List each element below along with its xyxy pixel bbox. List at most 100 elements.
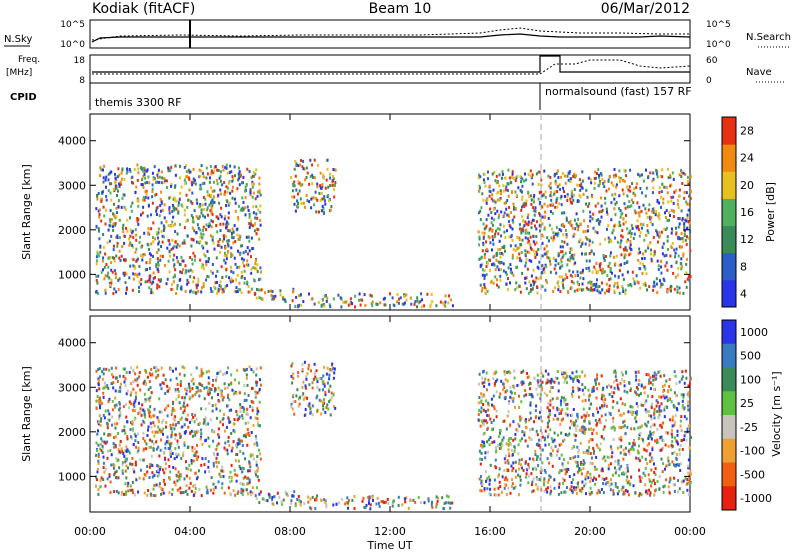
scatter-cell bbox=[196, 283, 199, 287]
scatter-cell bbox=[609, 238, 612, 242]
scatter-cell bbox=[174, 207, 177, 211]
scatter-cell bbox=[633, 187, 636, 191]
scatter-cell bbox=[180, 285, 183, 289]
scatter-cell bbox=[687, 220, 690, 223]
scatter-cell bbox=[566, 193, 569, 197]
scatter-cell bbox=[196, 223, 199, 227]
scatter-cell bbox=[204, 254, 207, 258]
scatter-cell bbox=[174, 467, 177, 471]
scatter-cell bbox=[480, 481, 483, 485]
scatter-cell bbox=[172, 203, 174, 207]
scatter-cell bbox=[199, 235, 202, 239]
scatter-cell bbox=[572, 377, 574, 381]
scatter-cell bbox=[514, 249, 517, 253]
scatter-cell bbox=[112, 386, 115, 390]
scatter-cell bbox=[128, 168, 131, 171]
scatter-cell bbox=[112, 187, 115, 191]
scatter-cell bbox=[639, 492, 641, 496]
scatter-cell bbox=[647, 381, 650, 385]
scatter-cell bbox=[227, 239, 230, 243]
scatter-cell bbox=[142, 431, 145, 435]
scatter-cell bbox=[678, 222, 681, 226]
scatter-cell bbox=[328, 373, 331, 377]
scatter-cell bbox=[486, 198, 489, 202]
scatter-cell bbox=[603, 180, 606, 184]
scatter-cell bbox=[557, 492, 560, 496]
scatter-cell bbox=[150, 291, 153, 295]
scatter-cell bbox=[601, 404, 603, 408]
scatter-cell bbox=[110, 198, 113, 202]
scatter-cell bbox=[105, 208, 108, 212]
scatter-cell bbox=[582, 407, 585, 411]
scatter-cell bbox=[131, 427, 134, 431]
scatter-cell bbox=[317, 301, 320, 304]
noise-panel-frame bbox=[89, 19, 691, 49]
scatter-cell bbox=[162, 235, 165, 239]
scatter-cell bbox=[601, 395, 604, 399]
scatter-cell bbox=[148, 398, 151, 402]
scatter-cell bbox=[183, 366, 186, 370]
scatter-cell bbox=[133, 266, 136, 270]
scatter-cell bbox=[570, 223, 573, 227]
scatter-cell bbox=[305, 375, 308, 379]
scatter-cell bbox=[509, 371, 512, 375]
scatter-cell bbox=[363, 293, 366, 297]
scatter-cell bbox=[540, 190, 543, 194]
scatter-cell bbox=[484, 456, 487, 460]
scatter-cell bbox=[571, 386, 574, 390]
scatter-cell bbox=[109, 449, 112, 453]
scatter-cell bbox=[102, 478, 105, 482]
scatter-cell bbox=[175, 207, 178, 211]
scatter-cell bbox=[202, 285, 205, 288]
scatter-cell bbox=[571, 447, 574, 450]
scatter-cell bbox=[358, 298, 360, 302]
scatter-cell bbox=[595, 407, 598, 411]
scatter-cell bbox=[297, 192, 299, 196]
scatter-cell bbox=[658, 231, 661, 235]
scatter-cell bbox=[495, 258, 498, 262]
scatter-cell bbox=[110, 170, 113, 174]
scatter-cell bbox=[179, 384, 182, 387]
scatter-cell bbox=[132, 491, 134, 495]
scatter-cell bbox=[122, 193, 125, 197]
scatter-cell bbox=[207, 436, 210, 440]
scatter-cell bbox=[179, 474, 182, 478]
scatter-cell bbox=[136, 377, 139, 381]
scatter-cell bbox=[535, 241, 538, 245]
scatter-cell bbox=[644, 457, 647, 461]
scatter-cell bbox=[157, 420, 160, 424]
scatter-cell bbox=[622, 290, 625, 293]
scatter-cell bbox=[503, 386, 506, 389]
scatter-cell bbox=[207, 213, 209, 217]
scatter-cell bbox=[431, 300, 434, 304]
scatter-cell bbox=[250, 368, 253, 372]
scatter-cell bbox=[497, 493, 500, 497]
scatter-cell bbox=[293, 195, 296, 199]
scatter-cell bbox=[606, 481, 609, 484]
scatter-cell bbox=[619, 178, 622, 182]
scatter-cell bbox=[556, 453, 558, 457]
scatter-cell bbox=[324, 202, 327, 206]
velocity-panel-frame bbox=[89, 315, 691, 513]
scatter-cell bbox=[675, 260, 678, 264]
scatter-cell bbox=[613, 426, 616, 430]
scatter-cell bbox=[676, 433, 679, 437]
scatter-cell bbox=[592, 428, 595, 432]
scatter-cell bbox=[511, 482, 514, 486]
scatter-cell bbox=[123, 492, 125, 496]
scatter-cell bbox=[195, 215, 198, 219]
scatter-cell bbox=[323, 398, 325, 402]
scatter-cell bbox=[194, 487, 197, 491]
scatter-cell bbox=[517, 383, 520, 387]
noise-sky-trace bbox=[91, 33, 691, 43]
scatter-cell bbox=[632, 410, 635, 414]
scatter-cell bbox=[662, 421, 665, 425]
scatter-cell bbox=[490, 421, 493, 424]
scatter-cell bbox=[125, 371, 128, 374]
scatter-cell bbox=[114, 223, 117, 227]
scatter-cell bbox=[300, 303, 303, 307]
scatter-cell bbox=[665, 379, 668, 383]
scatter-cell bbox=[412, 498, 415, 502]
scatter-cell bbox=[443, 303, 446, 307]
scatter-cell bbox=[520, 231, 523, 235]
